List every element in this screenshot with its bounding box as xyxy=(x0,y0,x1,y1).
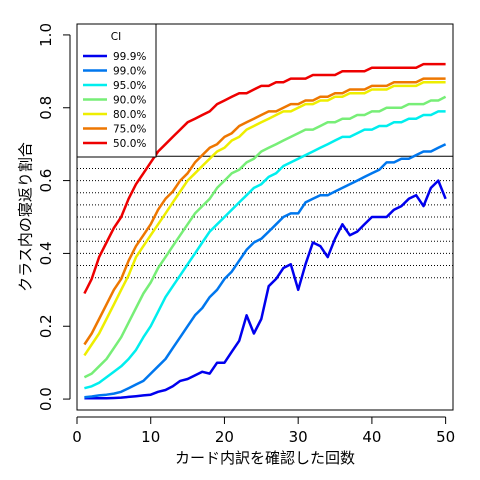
legend-label: 50.0% xyxy=(113,138,146,150)
x-tick-label: 0 xyxy=(72,428,82,446)
x-tick-label: 10 xyxy=(141,428,160,446)
series-line-95.0pct xyxy=(84,110,446,390)
series-line-75.0pct xyxy=(83,77,446,346)
legend-title: CI xyxy=(111,31,121,43)
series-lines xyxy=(83,62,447,400)
legend-label: 90.0% xyxy=(113,95,146,107)
legend: CI 99.9% 99.0% 95.0% 90.0% 80.0% 75.0% 50.0% xyxy=(76,23,157,158)
legend-box xyxy=(76,23,157,158)
series-line-99.0pct xyxy=(84,143,447,399)
x-tick-label: 50 xyxy=(436,428,455,446)
y-axis-title: クラス内の寝返り割合 xyxy=(17,142,35,292)
series-line-50.0pct xyxy=(83,62,446,295)
y-tick-label: 0.0 xyxy=(37,387,55,411)
y-tick-label: 0.6 xyxy=(37,169,55,193)
x-tick-label: 20 xyxy=(215,428,234,446)
x-tick-label: 30 xyxy=(289,428,308,446)
y-tick-label: 0.8 xyxy=(37,96,55,120)
y-tick-label: 1.0 xyxy=(37,23,55,47)
x-axis: 0 10 20 30 40 50 xyxy=(72,416,455,446)
series-line-90.0pct xyxy=(83,95,447,379)
legend-label: 80.0% xyxy=(113,109,146,121)
series-line-80.0pct xyxy=(83,81,446,357)
y-tick-label: 0.2 xyxy=(37,314,55,338)
series-line-99.9pct xyxy=(84,179,447,400)
reference-lines xyxy=(77,155,453,279)
x-tick-label: 40 xyxy=(362,428,381,446)
legend-label: 99.0% xyxy=(113,66,146,78)
plot-frame xyxy=(76,23,454,411)
legend-label: 95.0% xyxy=(113,80,146,92)
y-tick-label: 0.4 xyxy=(37,241,55,265)
legend-items: 99.9% 99.0% 95.0% 90.0% 80.0% 75.0% 50.0% xyxy=(83,51,146,150)
x-axis-title: カード内訳を確認した回数 xyxy=(175,449,355,467)
legend-label: 75.0% xyxy=(113,124,146,136)
legend-label: 99.9% xyxy=(113,51,146,63)
y-axis: 0.0 0.2 0.4 0.6 0.8 1.0 xyxy=(37,23,71,411)
